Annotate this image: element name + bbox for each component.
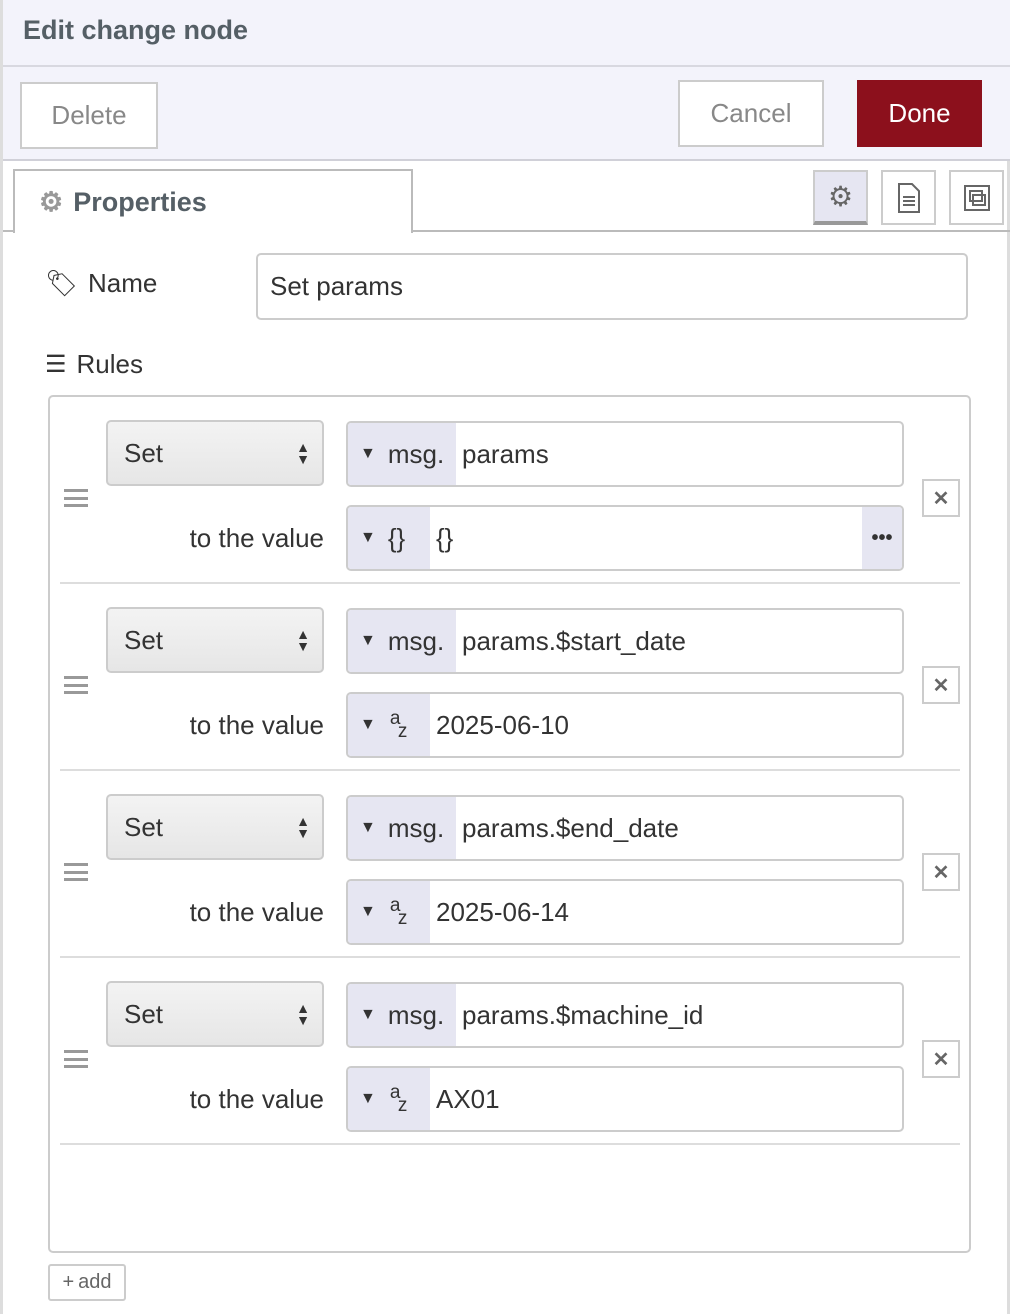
tag-icon: 🏷 bbox=[45, 268, 79, 298]
dialog-header: Edit change node bbox=[3, 0, 1010, 67]
caret-down-icon: ▼ bbox=[360, 1090, 376, 1107]
value-input[interactable]: ▼ a z 2025-06-10 bbox=[346, 692, 904, 758]
action-select[interactable]: Set ▲ ▼ bbox=[106, 981, 324, 1047]
document-icon bbox=[897, 182, 920, 213]
caret-down-icon: ▼ bbox=[360, 445, 376, 462]
value-type-button[interactable]: ▼ a z bbox=[348, 1068, 430, 1130]
drag-handle[interactable] bbox=[64, 676, 88, 694]
drag-handle[interactable] bbox=[64, 1050, 88, 1068]
to-the-value-label: to the value bbox=[189, 522, 324, 553]
rules-label: ☰ Rules bbox=[45, 349, 143, 379]
dialog-title: Edit change node bbox=[23, 15, 249, 45]
caret-down-icon: ▼ bbox=[360, 716, 376, 733]
gear-icon: ⚙ bbox=[39, 186, 64, 217]
close-icon: ✕ bbox=[932, 1048, 950, 1071]
delete-button[interactable]: Delete bbox=[20, 82, 158, 149]
value-type-button[interactable]: ▼ a z bbox=[348, 881, 430, 943]
value-input[interactable]: ▼ a z AX01 bbox=[346, 1066, 904, 1132]
frame-icon bbox=[963, 184, 990, 211]
delete-rule-button[interactable]: ✕ bbox=[922, 666, 960, 704]
close-icon: ✕ bbox=[932, 487, 950, 510]
rules-list: Set ▲ ▼ ▼ msg. params to the value ▼ {} {} •… bbox=[48, 395, 971, 1253]
drag-handle[interactable] bbox=[64, 489, 88, 507]
caret-down-icon: ▼ bbox=[360, 903, 376, 920]
tab-divider bbox=[3, 230, 1010, 232]
tab-label: Properties bbox=[73, 186, 207, 217]
gear-icon: ⚙ bbox=[827, 181, 854, 212]
rule-row: Set ▲ ▼ ▼ msg. params.$start_date to the va… bbox=[60, 584, 960, 771]
property-input[interactable]: ▼ msg. params bbox=[346, 421, 904, 487]
name-input[interactable]: Set params bbox=[256, 253, 968, 320]
expand-editor-button[interactable]: ••• bbox=[862, 507, 902, 569]
add-rule-button[interactable]: + add bbox=[48, 1264, 126, 1301]
property-input[interactable]: ▼ msg. params.$end_date bbox=[346, 795, 904, 861]
caret-down-icon: ▼ bbox=[360, 632, 376, 649]
value-input[interactable]: ▼ a z 2025-06-14 bbox=[346, 879, 904, 945]
node-properties-button[interactable]: ⚙ bbox=[813, 170, 868, 225]
rule-row: Set ▲ ▼ ▼ msg. params.$machine_id to the va… bbox=[60, 958, 960, 1145]
action-select[interactable]: Set ▲ ▼ bbox=[106, 607, 324, 673]
list-icon: ☰ bbox=[45, 351, 67, 378]
property-type-button[interactable]: ▼ msg. bbox=[348, 984, 456, 1046]
property-input[interactable]: ▼ msg. params.$machine_id bbox=[346, 982, 904, 1048]
plus-icon: + bbox=[62, 1271, 75, 1293]
button-bar: Delete Cancel Done bbox=[3, 67, 1010, 161]
node-appearance-button[interactable] bbox=[949, 170, 1004, 225]
tab-properties[interactable]: ⚙ Properties bbox=[13, 169, 413, 233]
done-button[interactable]: Done bbox=[857, 80, 982, 147]
rule-row: Set ▲ ▼ ▼ msg. params to the value ▼ {} {} •… bbox=[60, 397, 960, 584]
select-arrows-icon: ▲ ▼ bbox=[296, 1000, 310, 1028]
delete-rule-button[interactable]: ✕ bbox=[922, 853, 960, 891]
select-arrows-icon: ▲ ▼ bbox=[296, 813, 310, 841]
rule-row: Set ▲ ▼ ▼ msg. params.$end_date to the valu… bbox=[60, 771, 960, 958]
drag-handle[interactable] bbox=[64, 863, 88, 881]
name-label: 🏷 Name bbox=[45, 268, 158, 298]
close-icon: ✕ bbox=[932, 674, 950, 697]
to-the-value-label: to the value bbox=[189, 1083, 324, 1114]
value-type-button[interactable]: ▼ {} bbox=[348, 507, 430, 569]
to-the-value-label: to the value bbox=[189, 709, 324, 740]
to-the-value-label: to the value bbox=[189, 896, 324, 927]
property-type-button[interactable]: ▼ msg. bbox=[348, 423, 456, 485]
property-input[interactable]: ▼ msg. params.$start_date bbox=[346, 608, 904, 674]
property-type-button[interactable]: ▼ msg. bbox=[348, 610, 456, 672]
delete-rule-button[interactable]: ✕ bbox=[922, 1040, 960, 1078]
caret-down-icon: ▼ bbox=[360, 819, 376, 836]
cancel-button[interactable]: Cancel bbox=[678, 80, 824, 147]
delete-rule-button[interactable]: ✕ bbox=[922, 479, 960, 517]
json-type-icon: {} bbox=[387, 522, 406, 553]
action-select[interactable]: Set ▲ ▼ bbox=[106, 420, 324, 486]
node-description-button[interactable] bbox=[881, 170, 936, 225]
close-icon: ✕ bbox=[932, 861, 950, 884]
value-type-button[interactable]: ▼ a z bbox=[348, 694, 430, 756]
caret-down-icon: ▼ bbox=[360, 529, 376, 546]
value-input[interactable]: ▼ {} {} ••• bbox=[346, 505, 904, 571]
caret-down-icon: ▼ bbox=[360, 1006, 376, 1023]
select-arrows-icon: ▲ ▼ bbox=[296, 439, 310, 467]
property-type-button[interactable]: ▼ msg. bbox=[348, 797, 456, 859]
select-arrows-icon: ▲ ▼ bbox=[296, 626, 310, 654]
action-select[interactable]: Set ▲ ▼ bbox=[106, 794, 324, 860]
